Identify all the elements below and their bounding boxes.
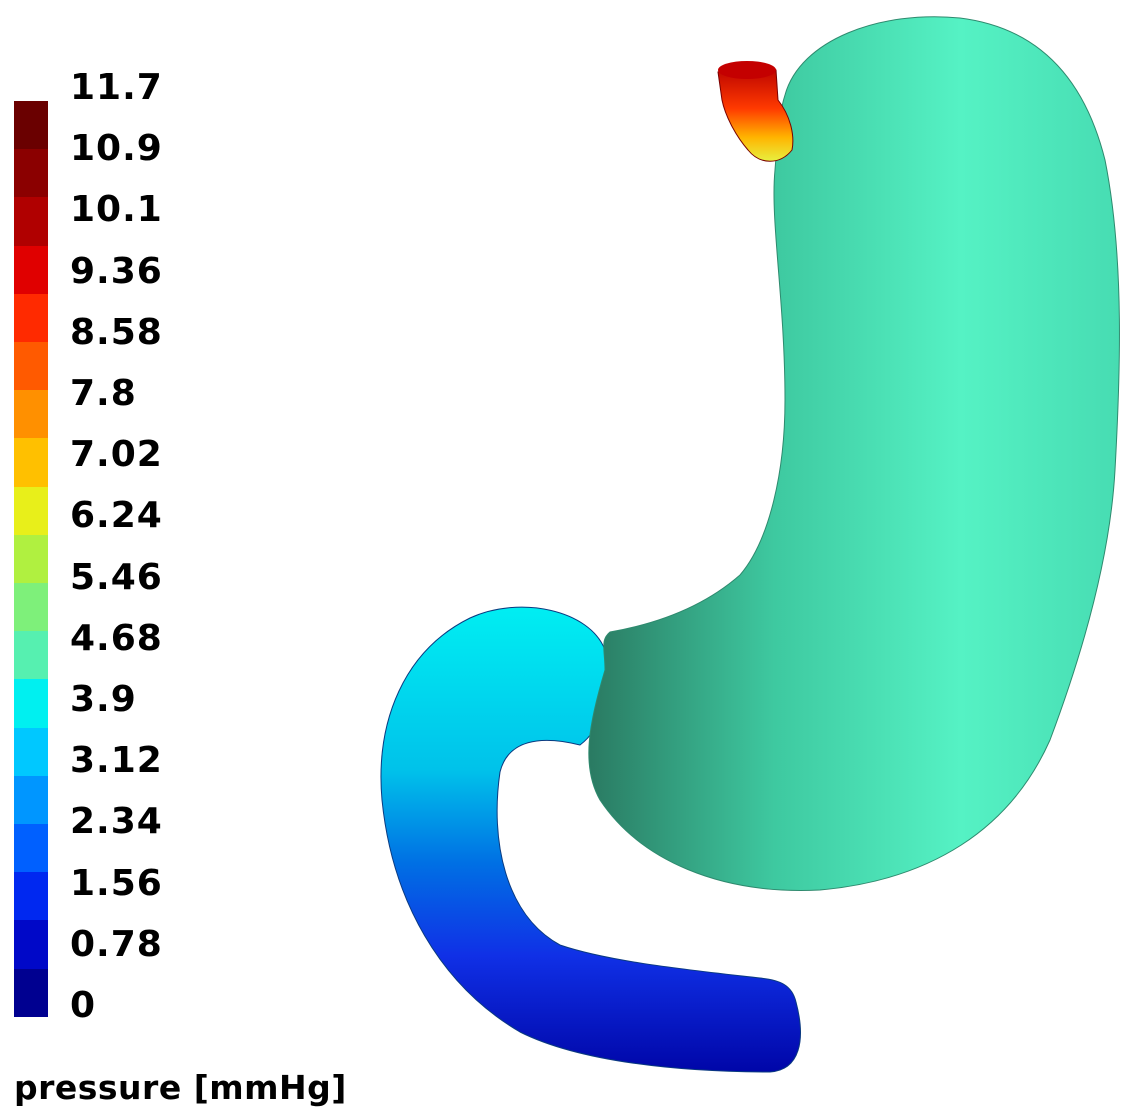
colorbar-segment (14, 679, 48, 728)
legend-title: pressure [mmHg] (14, 1068, 347, 1107)
colorbar-segment (14, 631, 48, 680)
colorbar-segment (14, 872, 48, 921)
colorbar-segment (14, 534, 48, 584)
tick-label: 3.9 (70, 679, 137, 720)
colorbar-segment (14, 968, 48, 1017)
tick-label: 11.7 (70, 67, 163, 108)
tick-label: 1.56 (70, 862, 163, 904)
colorbar-segment (14, 486, 48, 535)
esophagus (717, 65, 794, 162)
colorbar-segment (14, 775, 48, 825)
tick-label: 0 (70, 985, 97, 1026)
tick-label: 0.78 (70, 923, 163, 965)
colorbar (14, 101, 48, 1017)
colorbar-segment (14, 920, 48, 969)
esophagus-top (718, 61, 776, 79)
tick-label: 9.36 (70, 250, 163, 292)
tick-label: 5.46 (70, 556, 163, 598)
colorbar-segment (14, 197, 48, 246)
colorbar-segment (14, 245, 48, 294)
tick-label: 10.1 (70, 189, 163, 231)
colorbar-segment (14, 824, 48, 873)
tick-label: 3.12 (70, 740, 163, 782)
tick-label: 6.24 (70, 495, 163, 537)
tick-label: 7.02 (70, 434, 163, 476)
colorbar-segment (14, 342, 48, 391)
colorbar-segment (14, 101, 48, 150)
tick-label: 7.8 (70, 373, 137, 414)
duodenum-shape (380, 606, 801, 1073)
colorbar-segment (14, 149, 48, 198)
colorbar-segment (14, 727, 48, 776)
stomach-body (588, 16, 1120, 891)
colorbar-segment (14, 390, 48, 439)
colorbar-segment (14, 438, 48, 487)
tick-label: 10.9 (70, 128, 163, 170)
colorbar-segment (14, 293, 48, 343)
tick-label: 2.34 (70, 801, 163, 843)
tick-label: 4.68 (70, 617, 163, 659)
stomach-model (380, 16, 1120, 1073)
tick-label: 8.58 (70, 311, 163, 353)
colorbar-segment (14, 583, 48, 632)
